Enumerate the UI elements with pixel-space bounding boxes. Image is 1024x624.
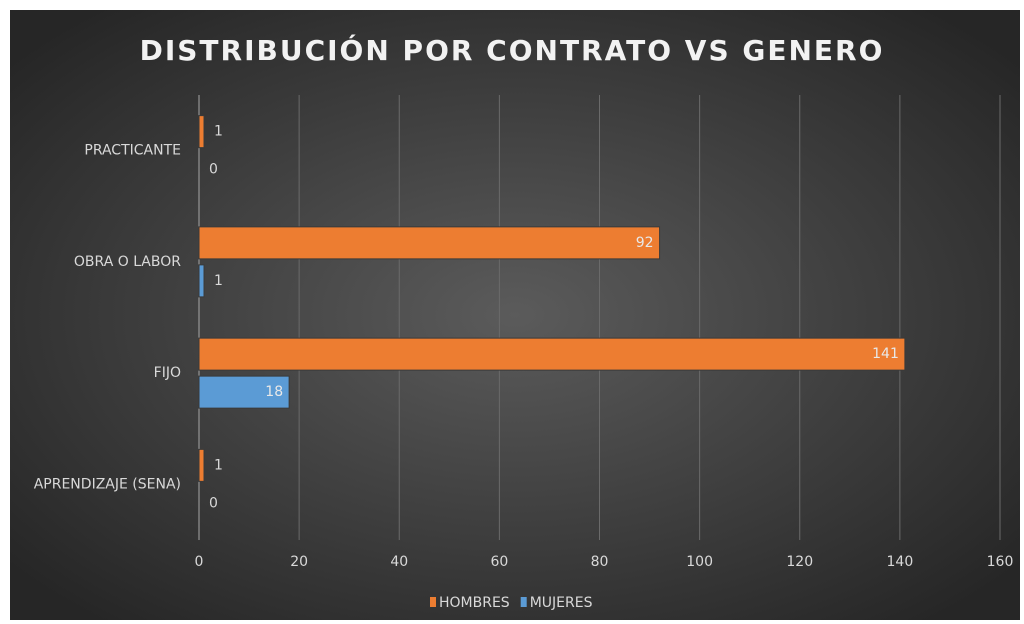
chart-background <box>10 10 1020 620</box>
data-label: 92 <box>636 235 654 251</box>
y-tick-label: OBRA O LABOR <box>74 254 181 270</box>
x-tick-label: 0 <box>195 554 204 570</box>
bar <box>198 448 205 482</box>
bar <box>198 264 205 298</box>
x-tick-label: 20 <box>290 554 308 570</box>
data-label: 0 <box>209 495 218 511</box>
y-tick-label: FIJO <box>154 365 181 381</box>
legend-marker <box>520 597 527 607</box>
y-tick-label: APRENDIZAJE (SENA) <box>34 476 181 492</box>
data-label: 1 <box>214 457 223 473</box>
bar <box>198 115 205 149</box>
data-label: 1 <box>214 124 223 140</box>
x-tick-label: 120 <box>786 554 813 570</box>
y-tick-label: PRACTICANTE <box>84 143 181 159</box>
x-tick-label: 40 <box>390 554 408 570</box>
x-tick-label: 140 <box>887 554 914 570</box>
x-tick-label: 100 <box>686 554 713 570</box>
bar <box>198 337 906 371</box>
legend-label: HOMBRES <box>439 595 510 611</box>
x-tick-label: 60 <box>490 554 508 570</box>
x-tick-label: 160 <box>987 554 1014 570</box>
bar <box>198 226 661 260</box>
chart-title: DISTRIBUCIÓN POR CONTRATO VS GENERO <box>140 33 885 67</box>
data-label: 0 <box>209 162 218 178</box>
x-tick-label: 80 <box>591 554 609 570</box>
bar <box>198 375 290 409</box>
data-label: 18 <box>265 384 283 400</box>
legend-marker <box>430 597 436 607</box>
legend-label: MUJERES <box>530 595 593 611</box>
data-label: 141 <box>872 346 899 362</box>
data-label: 1 <box>214 273 223 289</box>
